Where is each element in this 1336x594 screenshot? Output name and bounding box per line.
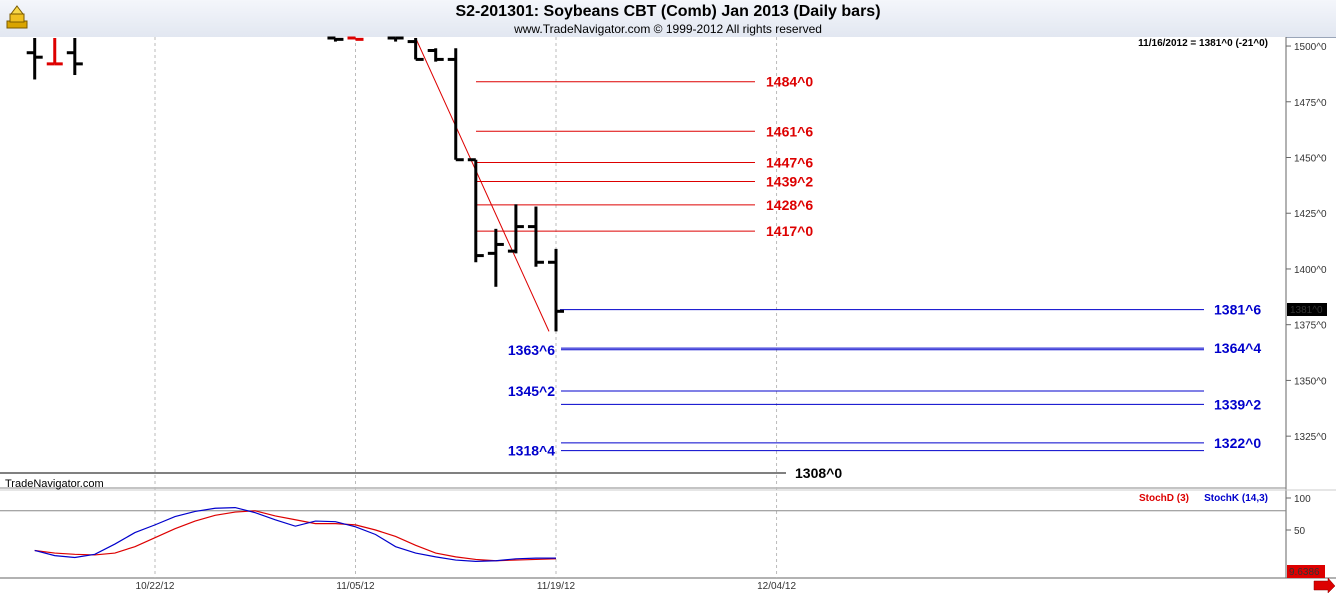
resistance-label: 1447^6 <box>766 155 813 171</box>
resistance-label: 1428^6 <box>766 197 813 213</box>
stoch-y-tick-label: 50 <box>1294 526 1306 537</box>
stoch-series-line <box>34 506 556 562</box>
stoch-y-tick-label: 100 <box>1294 494 1311 505</box>
support-label: 1381^6 <box>1214 302 1261 318</box>
chart-title: S2-201301: Soybeans CBT (Comb) Jan 2013 … <box>455 3 881 20</box>
grid-lines <box>154 37 778 578</box>
support-label: 1322^0 <box>1214 435 1261 451</box>
stoch-series-line <box>34 510 557 562</box>
y-tick-label: 1325^0 <box>1294 432 1327 443</box>
copyright-notice: www.TradeNavigator.com © 1999-2012 All r… <box>514 22 822 36</box>
y-tick-label: 1450^0 <box>1294 154 1327 165</box>
support-label: 1318^4 <box>508 443 555 459</box>
y-tick-label: 1400^0 <box>1294 265 1327 276</box>
y-tick-label: 1475^0 <box>1294 98 1327 109</box>
current-price-tag-bg <box>1287 303 1327 316</box>
x-tick-label: 12/04/12 <box>757 581 796 592</box>
x-tick-label: 11/19/12 <box>537 581 576 592</box>
stochastic-panel: 50 100 StochK (14,3) StochD (3) <box>0 493 1311 562</box>
axis-labels: 10/22/12 11/05/12 11/19/12 12/04/12 1325^0 13… <box>136 42 1327 592</box>
x-tick-label: 10/22/12 <box>136 581 175 592</box>
stoch-value-tag: 9.6386 <box>1289 567 1320 578</box>
resistance-label: 1484^0 <box>766 74 813 90</box>
support-resistance-levels: 1484^0 1461^6 1447^6 1439^2 1428^6 1417^0 1381… <box>476 74 1261 481</box>
resistance-label: 1439^2 <box>766 173 813 189</box>
resistance-label: 1461^6 <box>766 123 813 139</box>
x-tick-label: 11/05/12 <box>336 581 375 592</box>
y-tick-label: 1500^0 <box>1294 42 1327 53</box>
stoch-legend-d: StochD (3) <box>1139 493 1189 504</box>
support-label: 1364^4 <box>1214 340 1261 356</box>
resistance-label: 1417^0 <box>766 223 813 239</box>
y-tick-label: 1375^0 <box>1294 321 1327 332</box>
y-tick-label: 1350^0 <box>1294 376 1327 387</box>
y-tick-label: 1425^0 <box>1294 209 1327 220</box>
support-label: 1339^2 <box>1214 396 1261 412</box>
trendline <box>415 37 550 332</box>
title-bar: S2-201301: Soybeans CBT (Comb) Jan 2013 … <box>0 0 1336 38</box>
stoch-value-tag-bg <box>1287 565 1325 578</box>
trade-navigator-logo-icon[interactable] <box>4 5 30 31</box>
trendline-layer <box>415 37 550 332</box>
current-price-tag: 1381^0 <box>1290 305 1323 316</box>
price-panel <box>0 37 1286 487</box>
level-label-extra: 1308^0 <box>795 465 842 481</box>
price-readout: 11/16/2012 = 1381^0 (-21^0) <box>1138 38 1268 49</box>
scroll-right-arrow-icon[interactable] <box>1313 577 1336 594</box>
support-label: 1345^2 <box>508 383 555 399</box>
watermark-text: TradeNavigator.com <box>5 478 104 490</box>
support-label: 1363^6 <box>508 342 555 358</box>
ohlc-bars <box>26 36 564 332</box>
stoch-legend-k: StochK (14,3) <box>1204 493 1268 504</box>
